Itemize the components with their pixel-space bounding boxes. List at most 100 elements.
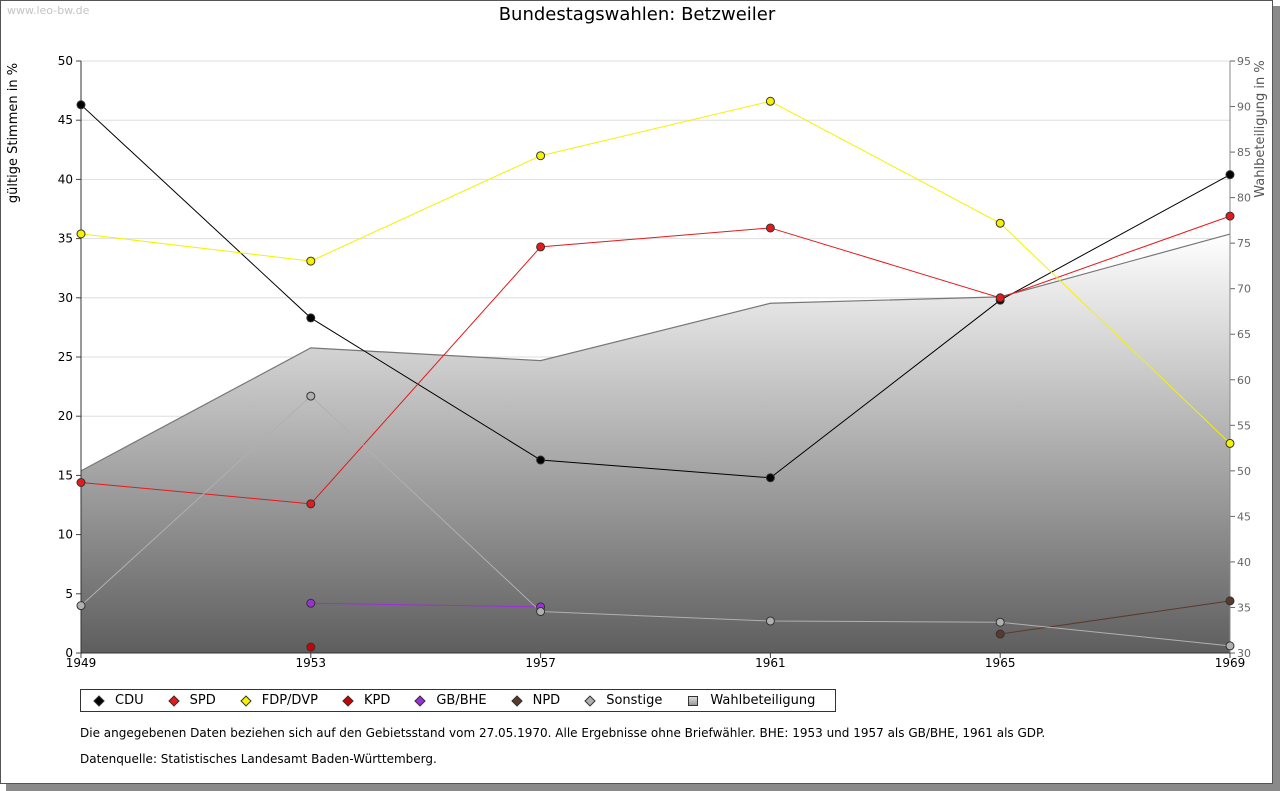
y-tick-label: 50 xyxy=(58,54,73,68)
y-tick-label: 25 xyxy=(58,350,73,364)
series-lines xyxy=(80,100,1231,647)
y-tick-label: 35 xyxy=(58,232,73,246)
legend-item-gb-bhe: GB/BHE xyxy=(412,693,500,708)
data-point-fdp-dvp xyxy=(76,229,86,239)
data-point-cdu xyxy=(306,313,316,323)
y2-tick-label: 30 xyxy=(1237,647,1251,660)
series-line-fdp-dvp xyxy=(80,100,1231,444)
data-point-sonstige xyxy=(1225,641,1235,651)
data-point-spd xyxy=(76,478,86,488)
series-line-npd xyxy=(1000,600,1231,635)
series-points xyxy=(76,96,1235,652)
y2-tick-label: 95 xyxy=(1237,55,1251,68)
y2-axis-label: Wahlbeteiligung in % xyxy=(1253,60,1268,197)
data-point-gb-bhe xyxy=(306,598,316,608)
data-point-sonstige xyxy=(536,607,546,617)
data-point-npd xyxy=(995,629,1005,639)
legend-marker xyxy=(414,694,426,707)
data-point-fdp-dvp xyxy=(536,151,546,161)
data-source: Datenquelle: Statistisches Landesamt Bad… xyxy=(80,752,437,766)
y-tick-label: 0 xyxy=(65,646,73,660)
x-tick-label: 1969 xyxy=(1215,656,1246,670)
turnout-area-layer xyxy=(80,233,1231,654)
legend-marker xyxy=(688,695,699,706)
legend-item-fdp-dvp: FDP/DVP xyxy=(238,693,332,708)
data-point-cdu xyxy=(536,455,546,465)
data-point-spd xyxy=(1225,211,1235,221)
y2-tick-label: 75 xyxy=(1237,237,1251,250)
legend-label: SPD xyxy=(189,693,216,708)
y-tick-label: 20 xyxy=(58,409,73,423)
chart-title: Bundestagswahlen: Betzweiler xyxy=(499,4,776,25)
data-point-fdp-dvp xyxy=(306,256,316,266)
legend-label: Sonstige xyxy=(606,693,663,708)
turnout-area xyxy=(81,234,1230,654)
legend: CDU SPD FDP/DVP KPD GB/BHE NPD Sonstige Wahlbet… xyxy=(80,689,837,712)
legend-item-npd: NPD xyxy=(509,693,575,708)
y-tick-label: 40 xyxy=(58,172,73,186)
x-tick-label: 1957 xyxy=(525,656,556,670)
legend-marker xyxy=(167,694,180,707)
axes: 0 5 10 15 20 25 30 35 40 45 50 30 35 40 45 50 55 60 65 70 75… xyxy=(58,54,1251,670)
legend-item-sonstige: Sonstige xyxy=(582,693,676,708)
data-point-fdp-dvp xyxy=(1225,438,1235,448)
y2-tick-label: 35 xyxy=(1237,601,1251,614)
y-tick-label: 10 xyxy=(58,528,73,542)
y2-tick-label: 40 xyxy=(1237,556,1251,569)
data-point-sonstige xyxy=(995,617,1005,627)
series-line-spd xyxy=(80,215,1231,505)
legend-label: KPD xyxy=(363,693,391,708)
legend-label: GB/BHE xyxy=(436,693,487,708)
data-point-sonstige xyxy=(306,391,316,401)
legend-label: NPD xyxy=(532,693,561,708)
legend-item-wahlbeteiligung: Wahlbeteiligung xyxy=(684,693,829,708)
x-tick-label: 1949 xyxy=(66,656,97,670)
data-point-cdu xyxy=(1225,170,1235,180)
frame-shadow-bottom xyxy=(6,784,1280,791)
series-line-gb-bhe xyxy=(310,602,541,608)
legend-item-cdu: CDU xyxy=(91,693,158,708)
legend-item-spd: SPD xyxy=(166,693,230,708)
y2-tick-label: 45 xyxy=(1237,510,1251,523)
legend-marker xyxy=(510,694,523,707)
x-tick-label: 1965 xyxy=(985,656,1016,670)
footnote: Die angegebenen Daten beziehen sich auf … xyxy=(80,726,1046,740)
legend-label: FDP/DVP xyxy=(261,693,318,708)
data-point-cdu xyxy=(76,100,86,110)
legend-marker xyxy=(342,694,354,707)
data-point-spd xyxy=(995,293,1005,303)
legend-marker xyxy=(240,694,252,707)
data-point-kpd xyxy=(306,642,316,652)
data-point-spd xyxy=(306,499,316,509)
data-point-fdp-dvp xyxy=(765,96,775,106)
data-point-spd xyxy=(536,242,546,252)
y2-tick-label: 70 xyxy=(1237,283,1251,296)
data-point-fdp-dvp xyxy=(995,218,1005,228)
data-point-npd xyxy=(1225,596,1235,606)
y2-tick-label: 55 xyxy=(1237,419,1251,432)
data-point-cdu xyxy=(765,473,775,483)
y-axis-label: gültige Stimmen in % xyxy=(6,63,21,203)
data-point-sonstige xyxy=(76,601,86,611)
y-tick-label: 5 xyxy=(65,587,73,601)
legend-marker xyxy=(584,694,596,707)
legend-item-kpd: KPD xyxy=(340,693,404,708)
legend-label: CDU xyxy=(115,693,144,708)
watermark: www.leo-bw.de xyxy=(7,4,90,17)
y2-tick-label: 50 xyxy=(1237,465,1251,478)
frame-shadow-right xyxy=(1273,6,1280,791)
x-tick-label: 1953 xyxy=(296,656,327,670)
series-line-cdu xyxy=(80,104,1231,479)
legend-label: Wahlbeteiligung xyxy=(710,693,816,708)
turnout-line xyxy=(80,233,1231,472)
data-point-spd xyxy=(765,223,775,233)
y2-tick-label: 65 xyxy=(1237,328,1251,341)
x-tick-label: 1961 xyxy=(755,656,786,670)
series-line-sonstige xyxy=(80,395,1231,647)
y2-tick-label: 80 xyxy=(1237,192,1251,205)
y-tick-label: 45 xyxy=(58,113,73,127)
y2-tick-label: 90 xyxy=(1237,101,1251,114)
data-point-sonstige xyxy=(765,616,775,626)
y2-tick-label: 85 xyxy=(1237,146,1251,159)
